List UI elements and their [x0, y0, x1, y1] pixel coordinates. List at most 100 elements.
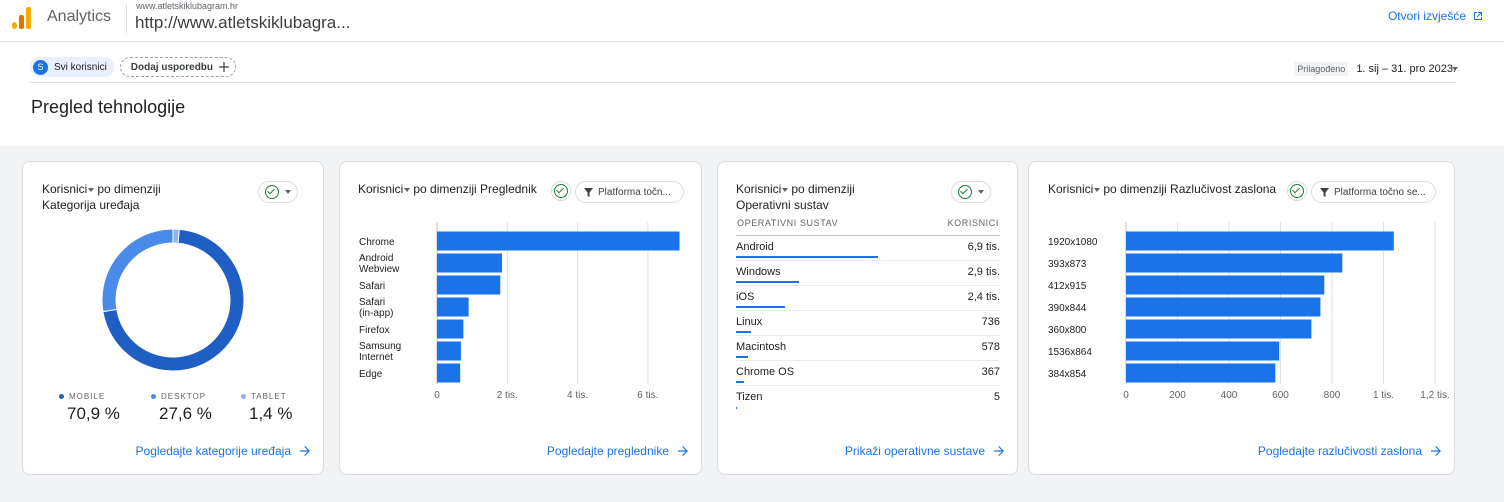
- legend-mobile-label: MOBILE: [69, 392, 106, 401]
- platform-filter-chip[interactable]: Platforma točno se...: [1311, 181, 1436, 203]
- table-row[interactable]: Macintosh 578: [736, 336, 1000, 361]
- os-share-bar: [736, 381, 744, 383]
- legend-mobile: MOBILE 70,9 %: [59, 392, 120, 424]
- donut-slice-mobile[interactable]: [102, 228, 245, 372]
- resolution-card-title: Korisnici po dimenziji Razlučivost zaslon…: [1048, 181, 1276, 197]
- bar[interactable]: [1126, 231, 1394, 251]
- donut-slice-desktop[interactable]: [101, 228, 174, 313]
- header-divider-line: [30, 82, 1456, 83]
- category-label: 360x800: [1048, 325, 1087, 336]
- table-row[interactable]: Android 6,9 tis.: [736, 236, 1000, 261]
- bar[interactable]: [1126, 319, 1312, 339]
- x-tick-label: 800: [1324, 390, 1341, 401]
- os-name: Macintosh: [736, 341, 787, 353]
- os-share-bar: [736, 256, 878, 258]
- open-in-new-icon: [1474, 12, 1482, 20]
- metric-selector[interactable]: Korisnici: [1048, 182, 1094, 196]
- page-title: Pregled tehnologije: [31, 97, 186, 117]
- device-category-card: Korisnici po dimenziji Kategorija uređaja…: [22, 161, 324, 475]
- platform-filter-chip[interactable]: Platforma točn...: [575, 181, 684, 203]
- analytics-logo-icon[interactable]: [12, 7, 34, 29]
- x-tick-label: 4 tis.: [567, 390, 588, 401]
- bar[interactable]: [1126, 341, 1280, 361]
- insights-check-button[interactable]: [258, 181, 298, 203]
- os-users: 6,9 tis.: [967, 241, 1000, 253]
- view-screen-resolutions-link[interactable]: Pogledajte razlučivosti zaslona: [1258, 444, 1442, 458]
- check-circle-icon: [265, 185, 279, 199]
- desktop-dot-icon: [151, 394, 156, 399]
- bar[interactable]: [437, 231, 680, 251]
- legend-tablet-value: 1,4 %: [249, 404, 293, 423]
- title-dimension: Kategorija uređaja: [42, 198, 140, 212]
- chevron-down-icon: [978, 190, 984, 194]
- column-header-os[interactable]: OPERATIVNI SUSTAV: [737, 218, 839, 228]
- x-tick-label: 0: [434, 390, 440, 401]
- table-row[interactable]: Tizen 5: [736, 386, 1000, 411]
- bar[interactable]: [437, 275, 501, 295]
- os-name: Windows: [736, 266, 781, 278]
- top-bar: Analytics www.atletskiklubagram.hr http:…: [0, 0, 1504, 42]
- bar[interactable]: [437, 253, 503, 273]
- arrow-right-icon: [1431, 446, 1441, 456]
- column-header-users[interactable]: KORISNICI: [947, 218, 999, 228]
- bar[interactable]: [1126, 275, 1325, 295]
- view-device-categories-link[interactable]: Pogledajte kategorije uređaja: [136, 444, 311, 458]
- segment-label: Svi korisnici: [54, 61, 107, 73]
- date-range-picker[interactable]: Prilagođeno 1. sij – 31. pro 2023.: [1294, 62, 1456, 76]
- category-label: 393x873: [1048, 259, 1087, 270]
- bar[interactable]: [437, 297, 469, 317]
- property-selector[interactable]: http://www.atletskiklubagra...: [135, 13, 351, 32]
- segment-chip-all-users[interactable]: S Svi korisnici: [30, 57, 114, 77]
- os-users: 5: [993, 391, 1000, 403]
- view-operating-systems-link[interactable]: Prikaži operativne sustave: [845, 444, 1005, 458]
- report-header: S Svi korisnici Dodaj usporedbu Prilagođ…: [0, 42, 1504, 146]
- view-browsers-link[interactable]: Pogledajte preglednike: [547, 444, 689, 458]
- table-row[interactable]: Chrome OS 367: [736, 361, 1000, 386]
- bar[interactable]: [437, 363, 461, 383]
- os-users: 736: [981, 316, 1000, 328]
- x-tick-label: 200: [1169, 390, 1186, 401]
- title-dimension: Operativni sustav: [736, 198, 829, 212]
- insights-check-button[interactable]: [951, 181, 991, 203]
- os-header-line: [736, 235, 1000, 236]
- metric-dropdown-icon[interactable]: [88, 187, 95, 192]
- category-label: Safari (in-app): [359, 297, 393, 319]
- table-row[interactable]: Linux 736: [736, 311, 1000, 336]
- os-users: 578: [981, 341, 1000, 353]
- bar[interactable]: [1126, 253, 1343, 273]
- bar[interactable]: [437, 319, 464, 339]
- x-tick-label: 0: [1123, 390, 1129, 401]
- link-label: Pogledajte kategorije uređaja: [135, 444, 291, 458]
- bar[interactable]: [1126, 363, 1276, 383]
- os-name: Chrome OS: [736, 366, 795, 378]
- table-row[interactable]: iOS 2,4 tis.: [736, 286, 1000, 311]
- os-name: Linux: [736, 316, 763, 328]
- category-label: 390x844: [1048, 303, 1087, 314]
- bar[interactable]: [1126, 297, 1321, 317]
- insights-check-button[interactable]: [1287, 181, 1307, 201]
- metric-selector[interactable]: Korisnici: [42, 182, 88, 196]
- open-report-link[interactable]: Otvori izvješće: [1388, 9, 1484, 23]
- filter-label: Platforma točno se...: [1334, 186, 1426, 198]
- os-users: 367: [981, 366, 1000, 378]
- report-area: S Svi korisnici Dodaj usporedbu Prilagođ…: [0, 42, 1504, 502]
- legend-tablet-label: TABLET: [251, 392, 287, 401]
- category-label: Android Webview: [359, 253, 400, 275]
- metric-selector[interactable]: Korisnici: [736, 182, 782, 196]
- bar[interactable]: [437, 341, 461, 361]
- metric-selector[interactable]: Korisnici: [358, 182, 404, 196]
- category-label: 1920x1080: [1048, 237, 1098, 248]
- date-dropdown-icon[interactable]: [1452, 67, 1458, 71]
- donut-slice-tablet[interactable]: [172, 228, 180, 244]
- table-row[interactable]: Windows 2,9 tis.: [736, 261, 1000, 286]
- arrow-right-icon: [300, 446, 310, 456]
- add-comparison-button[interactable]: Dodaj usporedbu: [119, 57, 237, 77]
- category-label: 384x854: [1048, 369, 1087, 380]
- x-tick-label: 6 tis.: [637, 390, 658, 401]
- filter-icon: [1320, 187, 1329, 197]
- title-dimension: po dimenziji Razlučivost zaslona: [1103, 182, 1277, 196]
- metric-dropdown-icon[interactable]: [404, 187, 411, 192]
- metric-dropdown-icon[interactable]: [782, 187, 789, 192]
- insights-check-button[interactable]: [551, 181, 571, 201]
- metric-dropdown-icon[interactable]: [1094, 187, 1101, 192]
